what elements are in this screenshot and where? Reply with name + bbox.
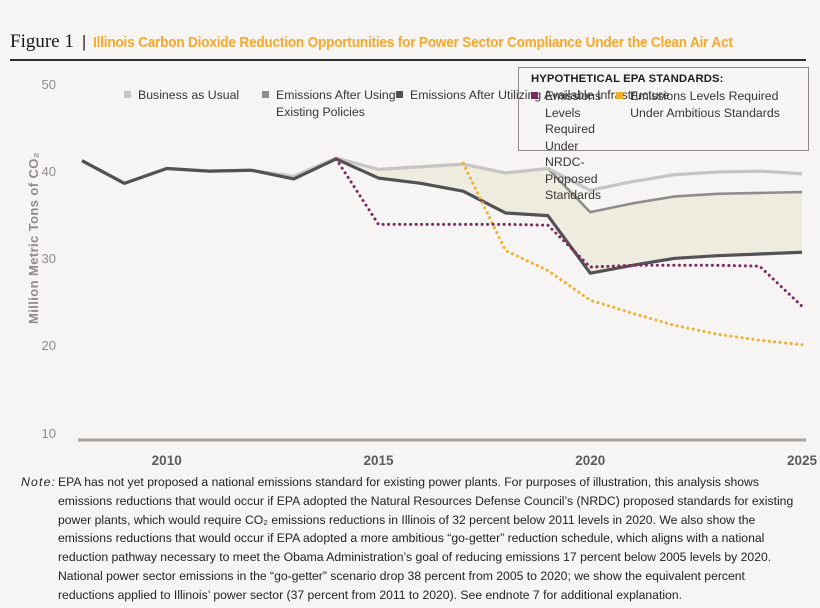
legend-label: Emissions Levels Required Under NRDC-Pro… [545, 89, 602, 202]
epa-box-heading: HYPOTHETICAL EPA STANDARDS: [531, 73, 724, 85]
figure-label: Figure 1 [10, 31, 74, 52]
y-tick-label: 30 [41, 251, 56, 267]
figure-header: Figure 1 | Illinois Carbon Dioxide Reducti… [10, 31, 806, 61]
legend-label: Emissions After Utilizing Available Infr… [410, 88, 670, 102]
legend-item-existing-policies: Emissions After Using Existing Policies [262, 87, 396, 120]
y-tick-label: 20 [41, 338, 56, 354]
legend-item-available-infrastructure: Emissions After Utilizing Available Infr… [396, 87, 669, 120]
legend-item-ambitious-standards: Emissions Levels Required Under Ambitiou… [616, 88, 808, 204]
note-section: Note: EPA has not yet proposed a nationa… [21, 473, 797, 605]
y-tick-label: 10 [41, 425, 56, 441]
y-tick-label: 50 [41, 76, 56, 92]
legend-label: Business as Usual [138, 88, 240, 102]
legend-item-business-as-usual: Business as Usual [124, 87, 262, 120]
x-tick-label: 2020 [575, 453, 606, 468]
note-text: EPA has not yet proposed a national emis… [58, 475, 794, 602]
epa-box-items: Emissions Levels Required Under NRDC-Pro… [531, 88, 808, 204]
emissions-line-chart [78, 156, 806, 442]
legend-label: Emissions Levels Required Under Ambitiou… [630, 89, 780, 120]
legend-swatch-bau [124, 91, 131, 98]
legend-label: Emissions After Using Existing Policies [276, 88, 396, 119]
legend-item-nrdc-standards: Emissions Levels Required Under NRDC-Pro… [531, 88, 616, 204]
title-separator: | [81, 32, 87, 51]
legend-swatch-ambitious [616, 92, 624, 99]
epa-standards-legend-box: HYPOTHETICAL EPA STANDARDS: Emissions Le… [518, 67, 809, 202]
figure-title: Illinois Carbon Dioxide Reduction Opport… [93, 35, 733, 51]
y-tick-label: 40 [41, 164, 56, 179]
x-tick-label: 2025 [786, 453, 818, 468]
x-tick-label: 2010 [151, 453, 182, 468]
legend-swatch-existing-policies [262, 91, 269, 98]
legend-swatch-infrastructure [396, 91, 403, 98]
note-label: Note: [21, 475, 57, 489]
scenario-legend: Business as Usual Emissions After Using … [124, 87, 669, 120]
x-tick-label: 2015 [363, 453, 394, 468]
legend-swatch-nrdc [531, 92, 538, 99]
